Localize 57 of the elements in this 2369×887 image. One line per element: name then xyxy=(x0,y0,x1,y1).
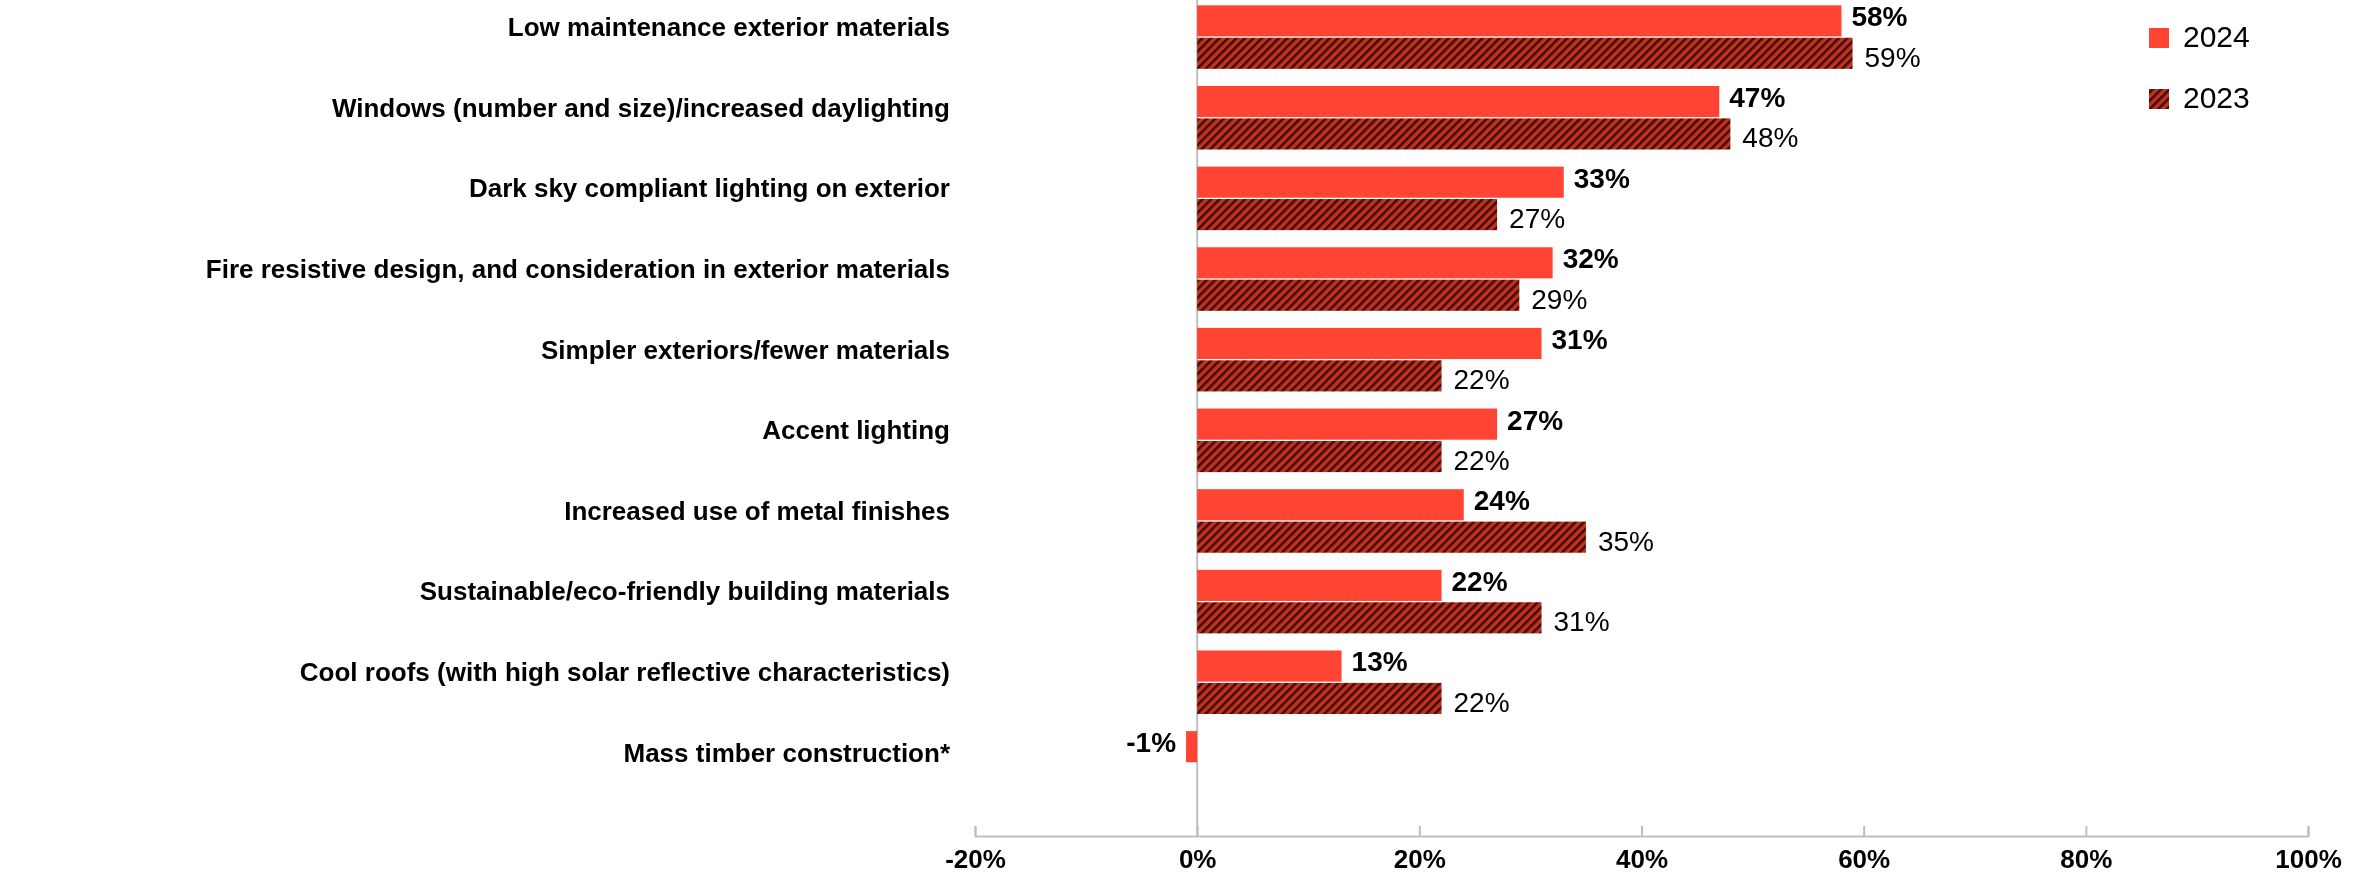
x-tick-label: 60% xyxy=(1838,844,1891,875)
bar xyxy=(1197,360,1442,392)
y-tick-label: Mass timber construction* xyxy=(623,737,951,768)
bar xyxy=(1186,731,1198,763)
bar xyxy=(1197,569,1442,601)
bar xyxy=(1197,199,1498,231)
y-tick-label: Windows (number and size)/increased daylighting xyxy=(331,92,950,123)
data-label: 22% xyxy=(1451,565,1508,597)
y-tick-label: Sustainable/eco-friendly building materials xyxy=(419,576,950,607)
y-tick-label: Simpler exteriors/fewer materials xyxy=(541,334,950,365)
data-label: 33% xyxy=(1573,162,1630,194)
data-label: 22% xyxy=(1453,444,1510,476)
data-label: 29% xyxy=(1531,283,1588,315)
x-tick-label: 100% xyxy=(2275,844,2342,875)
bar xyxy=(1197,602,1542,634)
data-label: 13% xyxy=(1351,646,1408,678)
bar xyxy=(1197,650,1342,682)
data-label: 27% xyxy=(1509,202,1566,234)
data-label: 48% xyxy=(1742,122,1799,154)
x-tick-label: 20% xyxy=(1393,844,1446,875)
bar xyxy=(1197,440,1442,473)
bar xyxy=(1197,521,1586,553)
bar xyxy=(1197,166,1564,198)
x-tick-label: 40% xyxy=(1615,844,1669,875)
x-tick-label: 80% xyxy=(2060,844,2113,875)
bar xyxy=(1197,327,1542,360)
data-label: 22% xyxy=(1453,686,1510,718)
data-label: 27% xyxy=(1507,404,1564,436)
data-label: 32% xyxy=(1562,243,1619,275)
data-label: 24% xyxy=(1473,485,1530,517)
bar xyxy=(1197,247,1553,279)
bar xyxy=(1197,118,1731,150)
x-tick-label: -20% xyxy=(945,844,1006,875)
data-label: 58% xyxy=(1851,1,1908,33)
y-tick-label: Cool roofs (with high solar reflective characteristics) xyxy=(299,657,950,688)
legend-label: 2023 xyxy=(2183,80,2250,114)
bar xyxy=(1197,5,1842,37)
data-label: 31% xyxy=(1551,323,1608,355)
bar xyxy=(1197,37,1853,69)
bar xyxy=(1197,408,1498,440)
y-tick-label: Dark sky compliant lighting on exterior xyxy=(468,173,950,204)
y-tick-label: Fire resistive design, and consideration in exterior materials xyxy=(205,253,950,284)
data-label: 31% xyxy=(1553,606,1610,638)
data-label: 59% xyxy=(1864,41,1921,73)
bar xyxy=(1197,85,1720,118)
data-label: 47% xyxy=(1729,81,1786,113)
bar xyxy=(1197,682,1442,715)
data-label: 22% xyxy=(1453,364,1510,396)
data-label: -1% xyxy=(1126,727,1177,759)
y-tick-label: Accent lighting xyxy=(762,415,950,446)
legend-label: 2024 xyxy=(2183,19,2250,53)
y-tick-label: Low maintenance exterior materials xyxy=(507,11,950,42)
bar xyxy=(1197,489,1464,521)
data-label: 35% xyxy=(1597,525,1655,557)
y-tick-label: Increased use of metal finishes xyxy=(564,495,950,526)
bar xyxy=(1197,279,1520,311)
x-tick-label: 0% xyxy=(1178,844,1217,875)
